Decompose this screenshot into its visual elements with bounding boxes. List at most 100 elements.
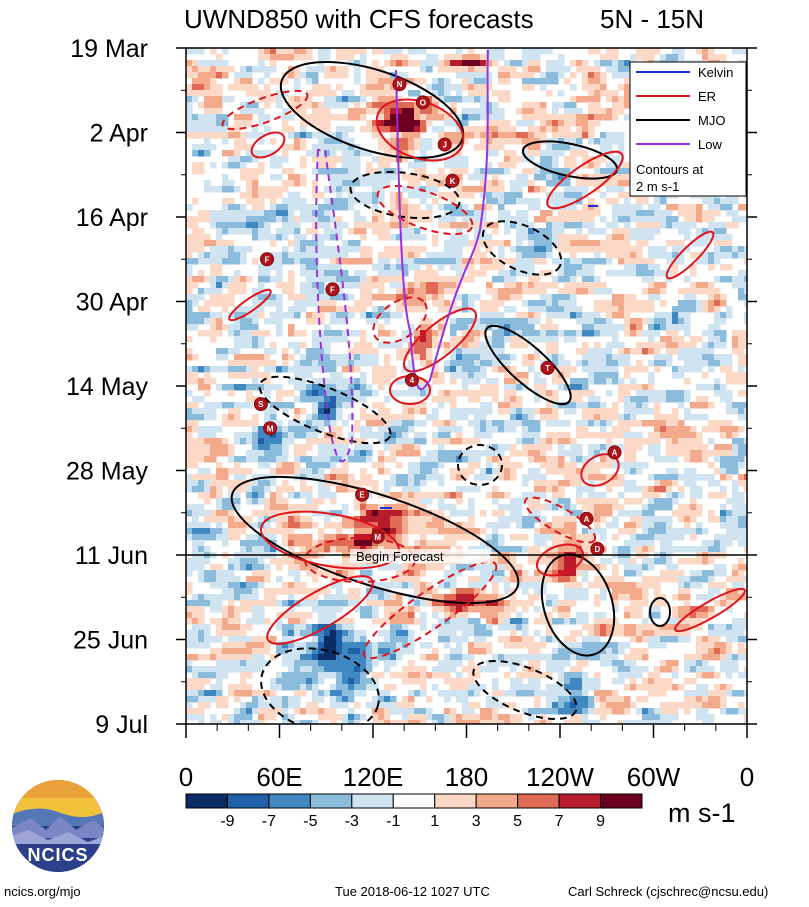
anomaly-cell <box>432 510 439 517</box>
anomaly-cell <box>528 114 535 121</box>
anomaly-cell <box>318 426 325 433</box>
anomaly-cell <box>684 366 691 373</box>
anomaly-cell <box>606 444 613 451</box>
anomaly-cell <box>282 498 289 505</box>
anomaly-cell <box>450 204 457 211</box>
anomaly-cell <box>606 324 613 331</box>
anomaly-cell <box>330 318 337 325</box>
anomaly-cell <box>252 288 259 295</box>
anomaly-cell <box>342 240 349 247</box>
anomaly-cell <box>426 186 433 193</box>
anomaly-cell <box>492 396 499 403</box>
anomaly-cell <box>678 324 685 331</box>
anomaly-cell <box>228 408 235 415</box>
anomaly-cell <box>546 114 553 121</box>
anomaly-cell <box>594 354 601 361</box>
anomaly-cell <box>660 198 667 205</box>
anomaly-cell <box>690 222 697 229</box>
anomaly-cell <box>186 372 193 379</box>
anomaly-cell <box>378 456 385 463</box>
anomaly-cell <box>666 222 673 229</box>
anomaly-cell <box>528 156 535 163</box>
anomaly-cell <box>732 486 739 493</box>
anomaly-cell <box>696 240 703 247</box>
anomaly-cell <box>426 318 433 325</box>
anomaly-cell <box>498 240 505 247</box>
anomaly-cell <box>588 120 595 127</box>
anomaly-cell <box>300 468 307 475</box>
anomaly-cell <box>552 276 559 283</box>
anomaly-cell <box>222 48 229 55</box>
anomaly-cell <box>612 48 619 55</box>
anomaly-cell <box>726 378 733 385</box>
anomaly-cell <box>450 366 457 373</box>
anomaly-cell <box>600 144 607 151</box>
anomaly-cell <box>330 432 337 439</box>
anomaly-cell <box>294 468 301 475</box>
anomaly-cell <box>306 492 313 499</box>
anomaly-cell <box>282 390 289 397</box>
anomaly-cell <box>204 216 211 223</box>
anomaly-cell <box>552 468 559 475</box>
anomaly-cell <box>468 78 475 85</box>
anomaly-cell <box>738 246 745 253</box>
anomaly-cell <box>240 156 247 163</box>
anomaly-cell <box>204 300 211 307</box>
anomaly-cell <box>312 402 319 409</box>
anomaly-cell <box>282 210 289 217</box>
anomaly-cell <box>246 276 253 283</box>
anomaly-cell <box>204 240 211 247</box>
anomaly-cell <box>234 312 241 319</box>
anomaly-cell <box>216 270 223 277</box>
anomaly-cell <box>516 372 523 379</box>
anomaly-cell <box>666 318 673 325</box>
anomaly-cell <box>678 354 685 361</box>
anomaly-cell <box>624 66 631 73</box>
anomaly-cell <box>258 336 265 343</box>
anomaly-cell <box>330 360 337 367</box>
anomaly-cell <box>186 252 193 259</box>
anomaly-cell <box>414 282 421 289</box>
anomaly-cell <box>216 54 223 61</box>
anomaly-cell <box>204 186 211 193</box>
anomaly-cell <box>522 288 529 295</box>
anomaly-cell <box>474 252 481 259</box>
anomaly-cell <box>228 414 235 421</box>
anomaly-cell <box>450 258 457 265</box>
anomaly-cell <box>462 468 469 475</box>
anomaly-cell <box>666 504 673 511</box>
anomaly-cell <box>522 48 529 55</box>
anomaly-cell <box>426 66 433 73</box>
anomaly-cell <box>570 240 577 247</box>
anomaly-cell <box>360 294 367 301</box>
anomaly-cell <box>252 204 259 211</box>
anomaly-cell <box>258 264 265 271</box>
anomaly-cell <box>186 264 193 271</box>
anomaly-cell <box>396 342 403 349</box>
anomaly-cell <box>564 462 571 469</box>
anomaly-cell <box>414 114 421 121</box>
anomaly-cell <box>246 516 253 523</box>
anomaly-cell <box>270 384 277 391</box>
anomaly-cell <box>540 162 547 169</box>
anomaly-cell <box>438 456 445 463</box>
anomaly-cell <box>318 366 325 373</box>
anomaly-cell <box>624 72 631 79</box>
anomaly-cell <box>654 216 661 223</box>
anomaly-cell <box>510 390 517 397</box>
anomaly-cell <box>312 348 319 355</box>
anomaly-cell <box>360 276 367 283</box>
anomaly-cell <box>672 468 679 475</box>
anomaly-cell <box>660 222 667 229</box>
anomaly-cell <box>450 408 457 415</box>
anomaly-cell <box>318 204 325 211</box>
anomaly-cell <box>234 210 241 217</box>
anomaly-cell <box>534 216 541 223</box>
anomaly-cell <box>270 498 277 505</box>
anomaly-cell <box>372 78 379 85</box>
anomaly-cell <box>588 276 595 283</box>
anomaly-cell <box>672 396 679 403</box>
anomaly-cell <box>552 486 559 493</box>
anomaly-cell <box>216 126 223 133</box>
anomaly-cell <box>252 222 259 229</box>
